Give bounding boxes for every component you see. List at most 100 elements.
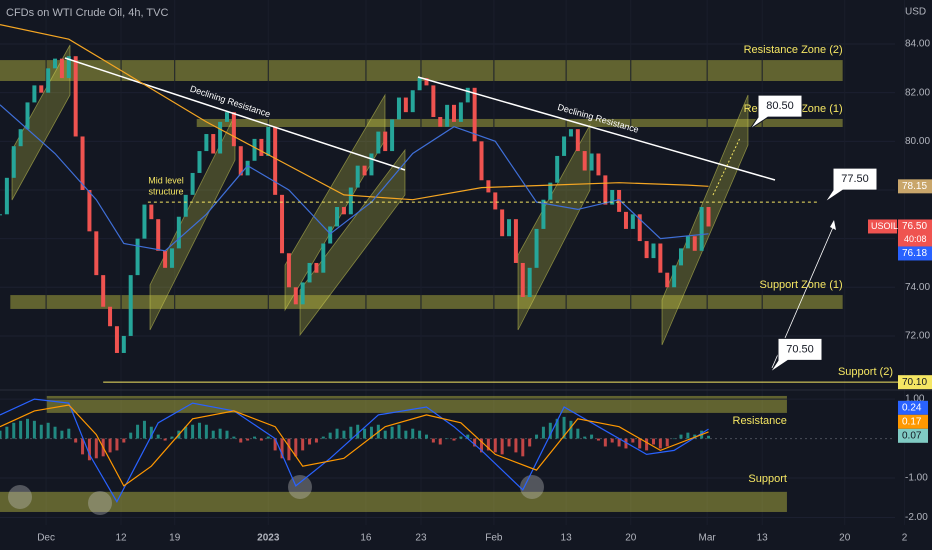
histogram-bar bbox=[617, 438, 621, 447]
histogram-bar bbox=[314, 438, 318, 443]
histogram-bar bbox=[308, 438, 312, 445]
series-line bbox=[0, 398, 709, 503]
histogram-bar bbox=[266, 436, 270, 439]
candle bbox=[87, 189, 92, 232]
layer bbox=[0, 43, 895, 519]
callout-label: 77.50 bbox=[841, 173, 869, 185]
zone-label: Resistance bbox=[733, 415, 787, 427]
candle bbox=[555, 155, 560, 183]
x-tick-label: 13 bbox=[757, 533, 769, 544]
histogram-bar bbox=[679, 434, 683, 439]
zone bbox=[196, 118, 843, 127]
x-tick-label: 20 bbox=[839, 533, 851, 544]
callout bbox=[769, 337, 823, 373]
candle bbox=[94, 231, 99, 276]
histogram-bar bbox=[122, 438, 126, 443]
y-tick-label: -2.00 bbox=[905, 512, 928, 523]
candle bbox=[692, 236, 697, 251]
histogram-bar bbox=[211, 430, 215, 439]
candle bbox=[534, 228, 539, 268]
candle bbox=[245, 160, 250, 176]
histogram-bar bbox=[397, 424, 401, 439]
histogram-bar bbox=[94, 438, 98, 459]
histogram-bar bbox=[259, 438, 263, 441]
histogram-bar bbox=[46, 422, 50, 439]
candle bbox=[0, 214, 2, 216]
candle bbox=[452, 104, 456, 122]
candle bbox=[300, 282, 305, 305]
channel bbox=[517, 123, 591, 331]
candle bbox=[665, 272, 670, 288]
callout bbox=[824, 167, 878, 203]
histogram-bar bbox=[521, 438, 525, 457]
histogram-bar bbox=[686, 432, 690, 439]
candle bbox=[589, 153, 594, 171]
candle bbox=[80, 136, 85, 190]
candle bbox=[211, 134, 216, 154]
histogram-bar bbox=[665, 438, 669, 447]
histogram-bar bbox=[576, 428, 580, 439]
candle bbox=[637, 214, 642, 242]
candle bbox=[204, 134, 209, 152]
histogram-bar bbox=[466, 434, 470, 439]
candle bbox=[541, 199, 546, 229]
chart-title: CFDs on WTI Crude Oil, 4h, TVC bbox=[6, 7, 168, 19]
histogram-bar bbox=[232, 436, 236, 439]
candle bbox=[520, 262, 525, 298]
series-line bbox=[0, 104, 709, 252]
candle bbox=[46, 68, 51, 93]
x-tick-label: 23 bbox=[415, 533, 427, 544]
x-tick-label: 2023 bbox=[257, 533, 280, 544]
candle bbox=[362, 165, 367, 176]
candle bbox=[465, 87, 470, 103]
highlight bbox=[288, 475, 312, 499]
value-tag bbox=[898, 414, 928, 429]
histogram-bar bbox=[590, 434, 594, 439]
histogram-bar bbox=[294, 438, 298, 457]
histogram-bar bbox=[32, 420, 36, 439]
histogram-bar bbox=[418, 430, 422, 439]
histogram-bar bbox=[12, 422, 16, 439]
histogram-bar bbox=[624, 438, 628, 449]
histogram-bar bbox=[287, 438, 291, 461]
candle bbox=[513, 219, 518, 263]
candle bbox=[314, 262, 319, 273]
histogram-bar bbox=[5, 426, 9, 439]
y-tick-label: 82.00 bbox=[905, 87, 930, 98]
histogram-bar bbox=[651, 438, 655, 445]
candle bbox=[417, 78, 422, 91]
mid-level-label: structure bbox=[148, 187, 183, 197]
histogram-bar bbox=[184, 426, 188, 439]
histogram-bar bbox=[610, 438, 614, 443]
histogram-bar bbox=[163, 438, 167, 441]
candle bbox=[575, 129, 580, 152]
candle bbox=[685, 236, 690, 249]
candle bbox=[582, 151, 587, 171]
layer bbox=[0, 56, 711, 461]
histogram-bar bbox=[645, 438, 649, 451]
x-tick-label: 20 bbox=[625, 533, 637, 544]
candle bbox=[486, 180, 491, 193]
value-tag-label: 0.17 bbox=[902, 416, 922, 427]
histogram-bar bbox=[39, 424, 43, 439]
candle bbox=[121, 335, 126, 353]
candle bbox=[18, 129, 23, 147]
zone bbox=[10, 295, 843, 309]
channel bbox=[661, 94, 749, 346]
histogram-bar bbox=[156, 434, 160, 439]
y-tick-label: 1.00 bbox=[905, 394, 925, 405]
candle bbox=[149, 204, 154, 220]
candle bbox=[259, 138, 264, 156]
candle bbox=[479, 141, 484, 181]
candle bbox=[376, 131, 381, 154]
x-tick-label: 19 bbox=[169, 533, 181, 544]
candle bbox=[169, 248, 174, 268]
histogram-bar bbox=[459, 436, 463, 439]
y-tick-label: 80.00 bbox=[905, 136, 930, 147]
candle bbox=[252, 138, 257, 161]
histogram-bar bbox=[74, 438, 78, 443]
histogram-bar bbox=[0, 430, 2, 439]
y-tick-label: -1.00 bbox=[905, 473, 928, 484]
candle bbox=[59, 58, 64, 79]
